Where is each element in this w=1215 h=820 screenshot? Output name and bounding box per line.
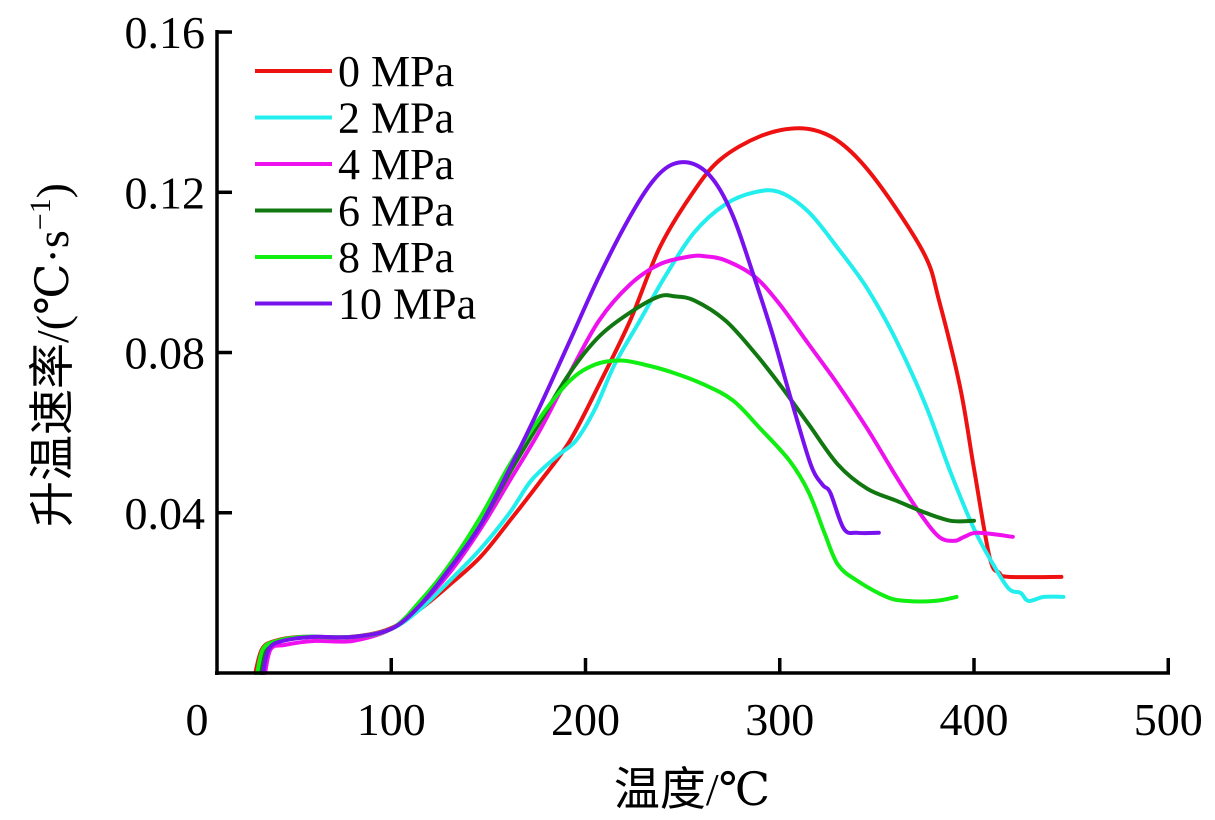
legend-label: 10 MPa <box>338 280 476 329</box>
y-axis-title-end: ) <box>27 183 78 198</box>
x-tick-label: 200 <box>551 694 620 745</box>
legend-label: 0 MPa <box>338 47 454 96</box>
x-tick-label: 100 <box>357 694 426 745</box>
svg-text:升温速率/(℃·s−1): 升温速率/(℃·s−1) <box>24 183 78 527</box>
x-ticks: 0 100 200 300 400 500 <box>186 658 1203 745</box>
legend-label: 4 MPa <box>338 140 454 189</box>
x-tick-label: 400 <box>940 694 1009 745</box>
x-axis-title: 温度/℃ <box>614 764 770 815</box>
y-axis-title-sup: −1 <box>24 198 57 230</box>
legend-label: 8 MPa <box>338 233 454 282</box>
y-axis-title-main: 升温速率/(℃·s <box>27 230 78 527</box>
y-axis-title: 升温速率/(℃·s−1) <box>24 183 78 527</box>
series-lines <box>253 126 1066 675</box>
y-tick-label: 0.12 <box>125 167 206 218</box>
legend-label: 2 MPa <box>338 94 454 143</box>
series-line-10-mpa <box>261 160 881 675</box>
y-tick-label: 0.08 <box>125 328 206 379</box>
y-ticks: 0.04 0.08 0.12 0.16 <box>125 7 232 539</box>
x-tick-label: 0 <box>186 694 209 745</box>
y-tick-label: 0.16 <box>125 7 206 58</box>
y-tick-label: 0.04 <box>125 488 206 539</box>
x-tick-label: 500 <box>1134 694 1203 745</box>
legend-label: 6 MPa <box>338 187 454 236</box>
x-tick-label: 300 <box>745 694 814 745</box>
